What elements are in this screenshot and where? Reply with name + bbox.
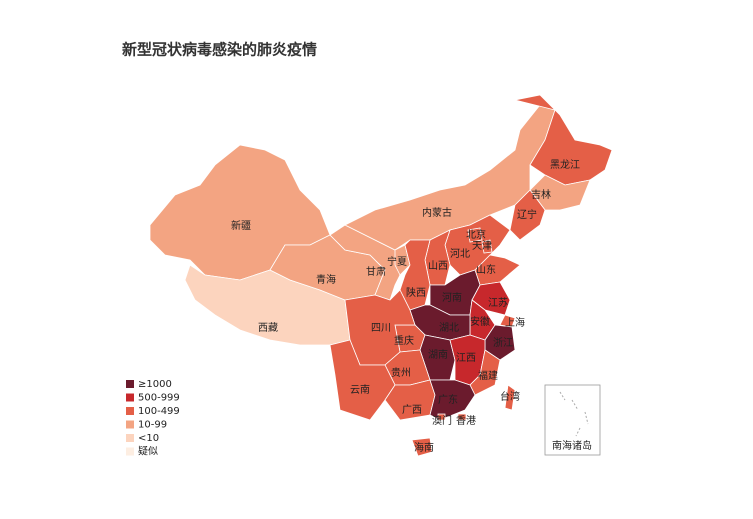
province-label: 重庆: [394, 334, 414, 347]
inset-box: [544, 384, 601, 456]
province-label: 安徽: [470, 315, 490, 328]
province-label: 湖南: [428, 348, 448, 361]
province-label: 黑龙江: [550, 158, 580, 171]
province-label: 辽宁: [517, 208, 537, 221]
province[interactable]: [529, 174, 591, 211]
province-label: 贵州: [391, 366, 411, 379]
province-label: 台湾: [500, 390, 520, 403]
inset-dashes: [559, 391, 589, 437]
province-label: 湖北: [439, 322, 459, 334]
province-label: 陕西: [406, 286, 426, 299]
province[interactable]: [467, 227, 483, 243]
province-label: 内蒙古: [422, 206, 452, 219]
inset-label: 南海诸岛: [552, 439, 592, 452]
province-label: 四川: [371, 323, 391, 334]
province[interactable]: [411, 437, 433, 457]
province-label: 山西: [428, 260, 448, 272]
province-label: 海南: [414, 441, 434, 454]
province-label: 江西: [456, 352, 476, 364]
province-label: 山东: [476, 263, 496, 276]
province-label: 广西: [402, 404, 422, 416]
legend-swatch: [126, 447, 134, 456]
province-label: 天津: [472, 240, 492, 252]
legend-label: 10-99: [138, 420, 167, 431]
legend-label: 疑似: [138, 446, 158, 458]
provinces: [149, 94, 613, 457]
legend-swatch: [126, 407, 134, 415]
province-label: 福建: [478, 369, 498, 382]
province-label: 宁夏: [387, 255, 407, 268]
province[interactable]: [429, 379, 476, 421]
legend-swatch: [126, 393, 134, 402]
province-label: 吉林: [531, 188, 551, 201]
legend-label: 100-499: [138, 406, 180, 417]
province-label: 甘肃: [366, 265, 386, 278]
legend-swatch: [126, 434, 134, 442]
legend-label: 500-999: [138, 393, 180, 404]
province[interactable]: [457, 413, 467, 421]
province-label: 浙江: [493, 337, 513, 349]
map-title: 新型冠状病毒感染的肺炎疫情: [122, 41, 317, 59]
province[interactable]: [394, 244, 411, 276]
province-label: 河南: [442, 291, 462, 304]
province-label: 西藏: [258, 322, 278, 334]
legend-swatch: [126, 420, 134, 429]
legend-label: <10: [138, 433, 159, 444]
province-label: 云南: [350, 383, 370, 396]
legend: ≥1000 500-999 100-499 10-99 <10 疑似: [126, 379, 180, 458]
province-label: 江苏: [488, 296, 508, 309]
province[interactable]: [504, 384, 516, 411]
legend-swatch: [126, 380, 134, 388]
legend-label: ≥1000: [138, 379, 172, 390]
province[interactable]: [514, 94, 613, 186]
province-label: 北京: [466, 228, 486, 241]
province-label: 澳门: [432, 414, 452, 427]
province-label: 广东: [438, 393, 458, 406]
province-label: 香港: [456, 415, 476, 427]
province-label: 上海: [505, 316, 525, 329]
province[interactable]: [481, 239, 493, 254]
province[interactable]: [437, 413, 446, 421]
province-label: 新疆: [231, 219, 251, 232]
province-label: 青海: [316, 273, 336, 286]
province-label: 河北: [450, 248, 470, 260]
